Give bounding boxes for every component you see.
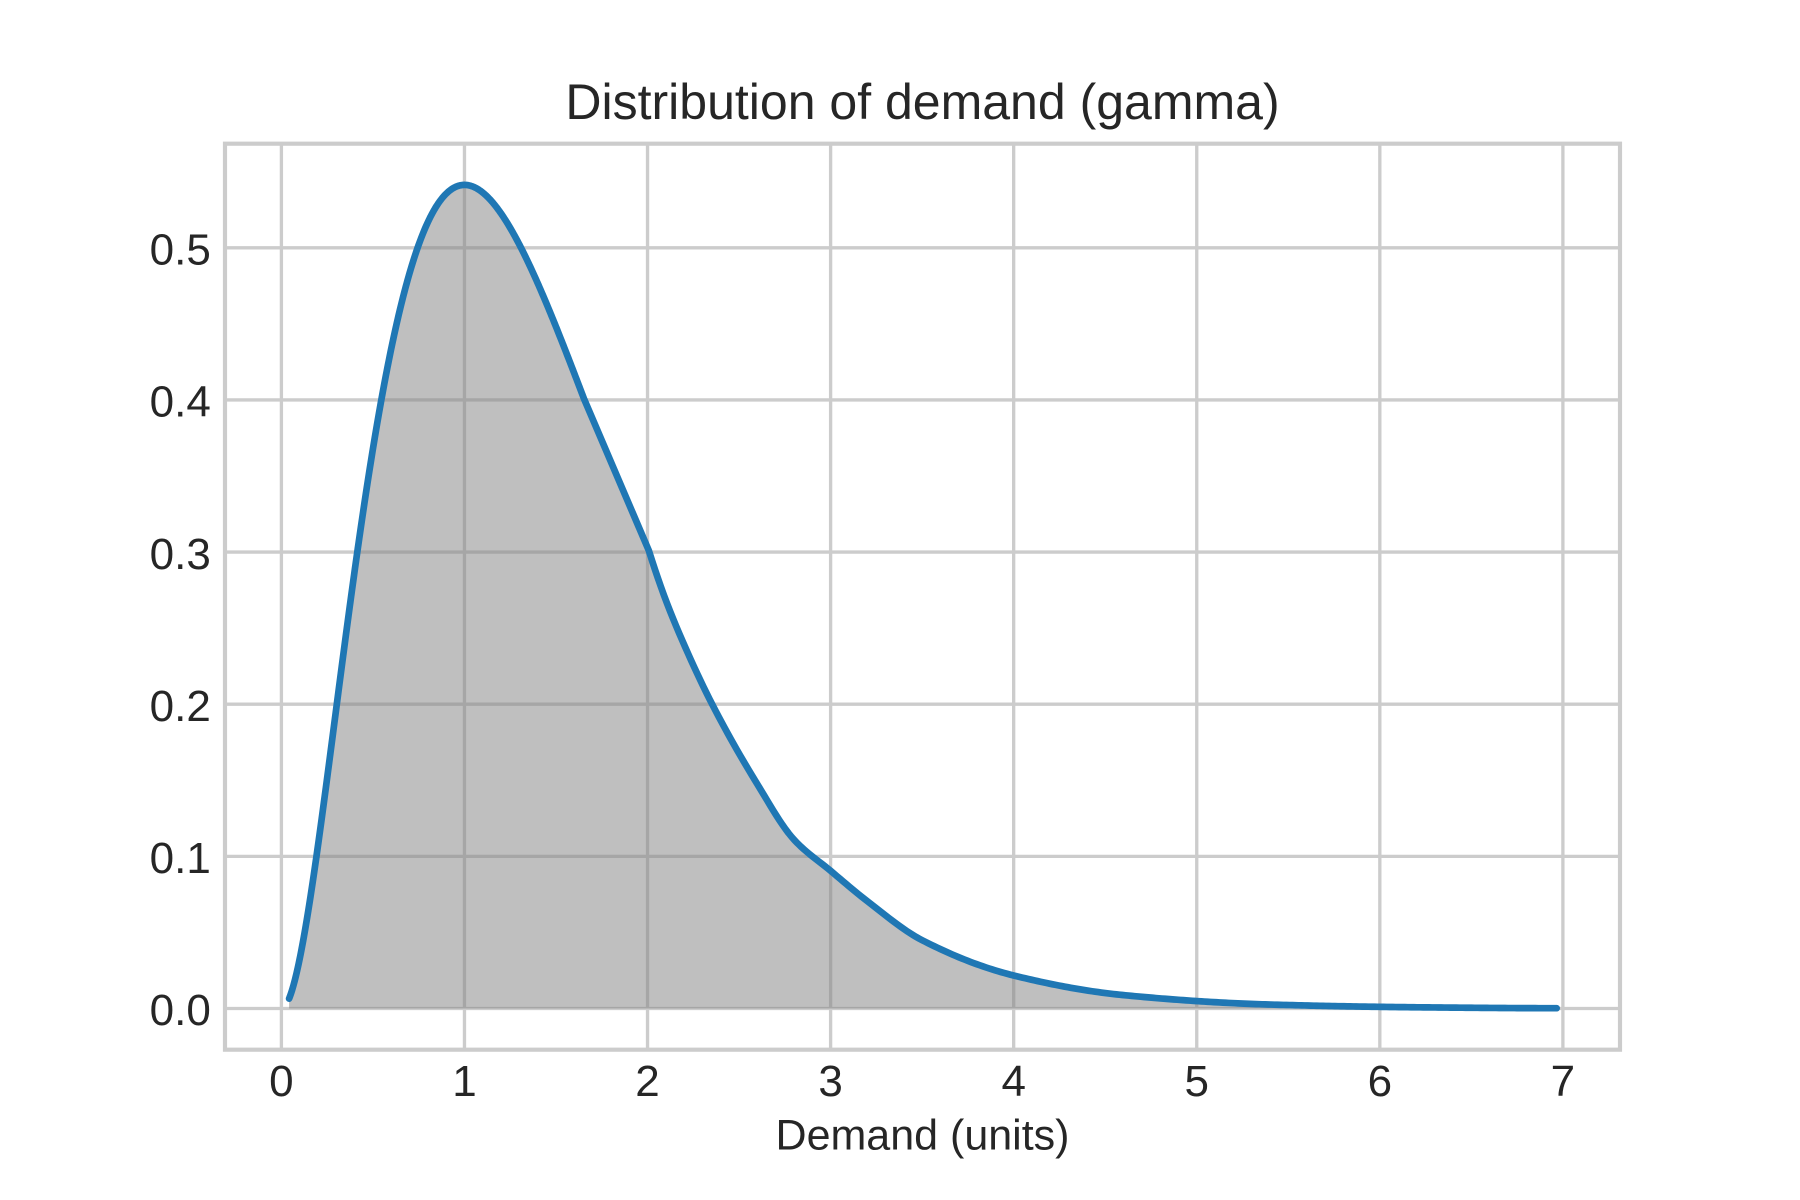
svg-text:0.1: 0.1: [150, 834, 211, 883]
svg-text:4: 4: [1001, 1057, 1025, 1106]
svg-text:0.5: 0.5: [150, 226, 211, 275]
svg-text:0.2: 0.2: [150, 682, 211, 731]
svg-text:2: 2: [635, 1057, 659, 1106]
svg-text:5: 5: [1185, 1057, 1209, 1106]
svg-text:Distribution of demand (gamma): Distribution of demand (gamma): [565, 74, 1279, 130]
svg-text:6: 6: [1368, 1057, 1392, 1106]
svg-text:7: 7: [1551, 1057, 1575, 1106]
svg-text:Demand (units): Demand (units): [776, 1112, 1070, 1160]
svg-text:3: 3: [818, 1057, 842, 1106]
svg-text:0: 0: [269, 1057, 293, 1106]
svg-text:1: 1: [452, 1057, 476, 1106]
svg-text:0.4: 0.4: [150, 378, 211, 427]
svg-text:0.0: 0.0: [150, 986, 211, 1035]
svg-text:0.3: 0.3: [150, 530, 211, 579]
